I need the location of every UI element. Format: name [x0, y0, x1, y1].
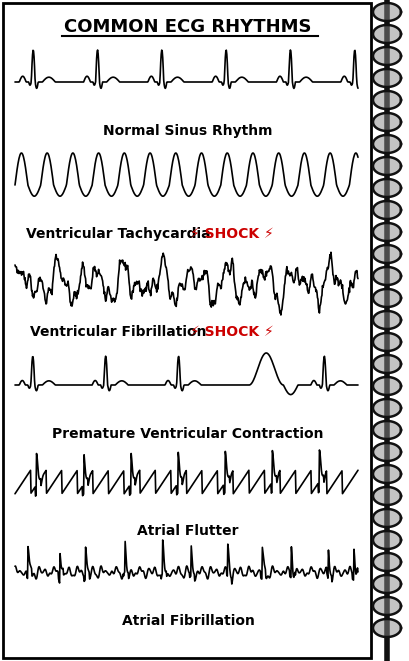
Polygon shape	[373, 201, 401, 219]
Polygon shape	[373, 619, 401, 637]
Text: ⚡ SHOCK ⚡: ⚡ SHOCK ⚡	[190, 227, 274, 241]
Text: Ventricular Fibrillation: Ventricular Fibrillation	[30, 325, 206, 339]
Polygon shape	[373, 597, 401, 615]
Polygon shape	[373, 289, 401, 307]
Text: Atrial Fibrillation: Atrial Fibrillation	[121, 614, 254, 628]
Polygon shape	[373, 223, 401, 241]
Polygon shape	[373, 69, 401, 87]
Polygon shape	[373, 333, 401, 351]
Polygon shape	[373, 113, 401, 131]
Polygon shape	[373, 157, 401, 175]
Polygon shape	[373, 267, 401, 285]
Polygon shape	[373, 443, 401, 461]
Polygon shape	[373, 531, 401, 549]
Polygon shape	[373, 421, 401, 439]
Polygon shape	[373, 575, 401, 593]
Polygon shape	[373, 3, 401, 21]
Polygon shape	[373, 355, 401, 373]
Text: COMMON ECG RHYTHMS: COMMON ECG RHYTHMS	[64, 18, 312, 36]
Polygon shape	[373, 399, 401, 417]
Polygon shape	[373, 245, 401, 263]
Polygon shape	[373, 377, 401, 395]
Polygon shape	[373, 135, 401, 153]
Polygon shape	[373, 25, 401, 43]
Text: ⚡ SHOCK ⚡: ⚡ SHOCK ⚡	[190, 325, 274, 339]
Text: Normal Sinus Rhythm: Normal Sinus Rhythm	[103, 124, 273, 138]
Polygon shape	[373, 91, 401, 109]
Text: Atrial Flutter: Atrial Flutter	[137, 524, 239, 538]
Polygon shape	[373, 553, 401, 571]
Polygon shape	[373, 509, 401, 527]
Polygon shape	[373, 179, 401, 197]
Polygon shape	[373, 487, 401, 505]
Text: Premature Ventricular Contraction: Premature Ventricular Contraction	[52, 427, 324, 441]
Polygon shape	[373, 311, 401, 329]
Polygon shape	[373, 465, 401, 483]
Polygon shape	[373, 47, 401, 65]
Bar	[3, 3, 371, 658]
Text: Ventricular Tachycardia: Ventricular Tachycardia	[26, 227, 210, 241]
